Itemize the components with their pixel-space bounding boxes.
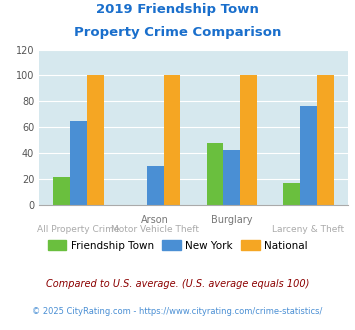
Bar — [223, 150, 240, 205]
Bar — [317, 75, 334, 205]
Legend: Friendship Town, New York, National: Friendship Town, New York, National — [43, 236, 312, 255]
Text: Arson: Arson — [141, 215, 169, 225]
Bar — [70, 120, 87, 205]
Text: Property Crime Comparison: Property Crime Comparison — [74, 26, 281, 39]
Text: Compared to U.S. average. (U.S. average equals 100): Compared to U.S. average. (U.S. average … — [46, 279, 309, 289]
Bar — [147, 166, 164, 205]
Bar — [283, 182, 300, 205]
Text: Larceny & Theft: Larceny & Theft — [273, 225, 345, 234]
Text: All Property Crime: All Property Crime — [37, 225, 120, 234]
Bar — [300, 106, 317, 205]
Bar — [240, 75, 257, 205]
Text: 2019 Friendship Town: 2019 Friendship Town — [96, 3, 259, 16]
Bar — [53, 178, 70, 205]
Text: Motor Vehicle Theft: Motor Vehicle Theft — [111, 225, 199, 234]
Bar — [164, 75, 180, 205]
Text: Burglary: Burglary — [211, 215, 252, 225]
Text: © 2025 CityRating.com - https://www.cityrating.com/crime-statistics/: © 2025 CityRating.com - https://www.city… — [32, 307, 323, 316]
Bar — [87, 75, 104, 205]
Bar — [207, 143, 223, 205]
